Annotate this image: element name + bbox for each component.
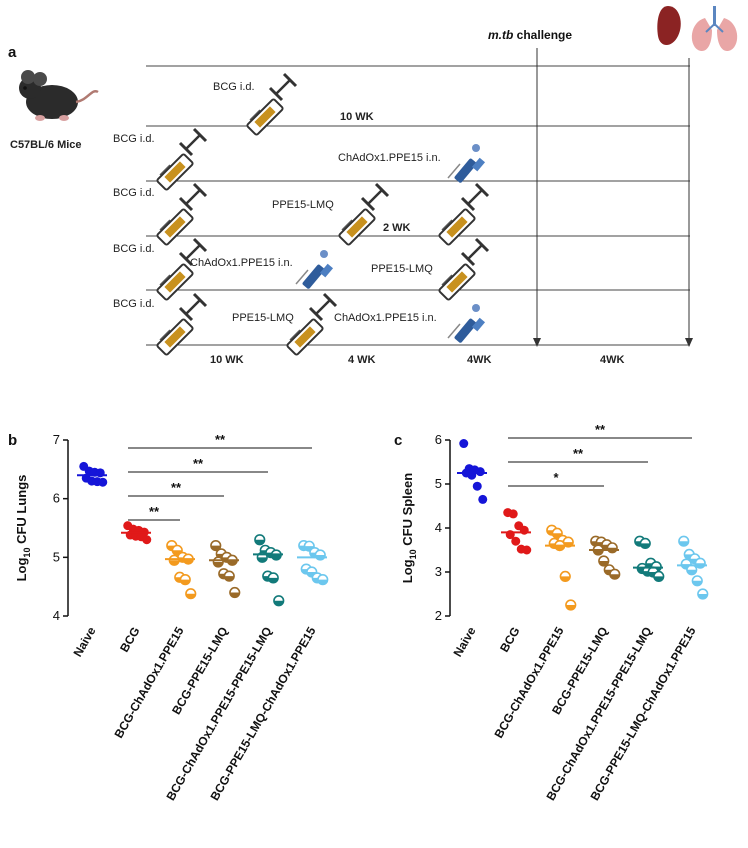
category-label: BCG <box>117 625 142 655</box>
y-tick-label: 7 <box>53 432 60 447</box>
panel-label: b <box>8 432 17 449</box>
y-tick-label: 5 <box>435 476 442 491</box>
syringe-icon <box>437 237 490 302</box>
panel-label: c <box>394 432 402 449</box>
data-point-fill <box>640 543 651 549</box>
data-point-fill <box>229 592 240 598</box>
row2-label-chadox: ChAdOx1.PPE15 i.n. <box>338 152 441 164</box>
data-point-fill <box>257 557 268 563</box>
data-point-fill <box>686 569 697 575</box>
row4-label-ppe15: PPE15-LMQ <box>371 263 433 275</box>
significance-label: ** <box>171 480 182 495</box>
data-point <box>459 439 469 449</box>
data-point <box>475 467 485 477</box>
y-axis-label: Log10 CFU Spleen <box>400 473 418 583</box>
row5-label-bcg: BCG i.d. <box>113 298 155 310</box>
timeline-label: 4 WK <box>348 354 376 366</box>
syringe-icon <box>155 237 208 302</box>
category-label: BCG <box>497 625 522 655</box>
significance-label: ** <box>215 432 226 447</box>
data-point-fill <box>565 605 576 610</box>
row4-label-bcg: BCG i.d. <box>113 243 155 255</box>
y-tick-label: 4 <box>435 520 442 535</box>
data-point-fill <box>598 561 609 566</box>
data-point-fill <box>653 576 664 582</box>
y-tick-label: 2 <box>435 608 442 623</box>
pipette-icon <box>295 249 334 291</box>
data-point <box>478 494 488 504</box>
pipette-icon <box>447 143 486 185</box>
data-point-fill <box>169 560 180 566</box>
mouse-label: C57BL/6 Mice <box>10 139 82 151</box>
harvest-arrowhead <box>685 338 693 347</box>
y-axis-label: Log10 CFU Lungs <box>14 475 32 582</box>
significance-label: ** <box>595 422 606 437</box>
spleen-icon <box>657 6 681 45</box>
data-point-fill <box>692 580 703 586</box>
data-point-fill <box>560 576 571 582</box>
challenge-arrowhead <box>533 338 541 347</box>
data-point-fill <box>609 574 620 579</box>
data-point-fill <box>268 577 279 583</box>
significance-label: ** <box>193 456 204 471</box>
data-point-fill <box>227 560 238 566</box>
data-point <box>98 477 108 487</box>
row4-interval-label: 2 WK <box>383 222 411 234</box>
challenge-label: m.tb challenge <box>488 28 572 42</box>
row5-label-chadox: ChAdOx1.PPE15 i.n. <box>334 312 437 324</box>
data-point <box>142 535 152 545</box>
category-label: Naive <box>70 624 98 659</box>
data-point <box>508 509 518 519</box>
data-point-fill <box>697 594 708 599</box>
syringe-icon <box>155 292 208 357</box>
data-point-fill <box>183 559 194 564</box>
data-point-fill <box>224 576 235 581</box>
y-tick-label: 6 <box>53 491 60 506</box>
timeline-label: 10 WK <box>210 354 244 366</box>
data-point <box>522 545 532 555</box>
row3-label-bcg: BCG i.d. <box>113 187 155 199</box>
panel-a-label: a <box>8 44 17 61</box>
syringe-icon <box>285 292 338 357</box>
data-point <box>511 536 521 546</box>
timeline-label: 4WK <box>600 354 625 366</box>
data-point-fill <box>554 545 565 551</box>
data-point-fill <box>271 554 282 560</box>
data-point-fill <box>317 579 328 585</box>
y-tick-label: 6 <box>435 432 442 447</box>
row3-label-ppe15: PPE15-LMQ <box>272 199 334 211</box>
data-point-fill <box>273 600 284 606</box>
data-point-fill <box>254 539 265 545</box>
row2-interval-label: 10 WK <box>340 111 374 123</box>
pipette-icon <box>447 303 486 345</box>
category-label: Naive <box>450 624 478 659</box>
row4-label-chadox: ChAdOx1.PPE15 i.n. <box>190 257 293 269</box>
timeline-label: 4WK <box>467 354 492 366</box>
data-point-fill <box>185 593 196 599</box>
significance-label: ** <box>149 504 160 519</box>
row2-label-bcg: BCG i.d. <box>113 133 155 145</box>
panel-a-schedule: a C57BL/6 Mice m.tb challenge <box>8 6 738 366</box>
significance-label: ** <box>573 446 584 461</box>
y-tick-label: 3 <box>435 564 442 579</box>
lung-icon <box>691 6 738 52</box>
y-tick-label: 5 <box>53 549 60 564</box>
mouse-icon <box>19 70 99 121</box>
data-point <box>472 481 482 491</box>
row1-label-bcg: BCG i.d. <box>213 81 255 93</box>
row5-label-ppe15: PPE15-LMQ <box>232 312 294 324</box>
significance-label: * <box>553 470 559 485</box>
data-point-fill <box>678 541 689 546</box>
y-tick-label: 4 <box>53 608 60 623</box>
data-point-fill <box>180 579 191 585</box>
data-point-fill <box>593 550 604 555</box>
data-point-fill <box>213 562 224 567</box>
